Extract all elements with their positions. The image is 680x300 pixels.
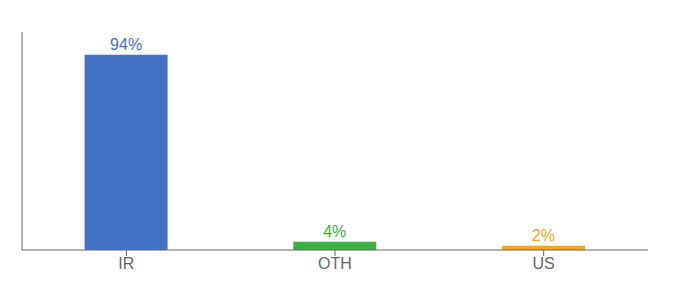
- svg-text:IR: IR: [118, 255, 134, 272]
- svg-text:94%: 94%: [110, 36, 142, 53]
- svg-text:2%: 2%: [532, 227, 555, 244]
- svg-text:OTH: OTH: [318, 255, 352, 272]
- svg-text:4%: 4%: [323, 223, 346, 240]
- svg-text:US: US: [533, 255, 555, 272]
